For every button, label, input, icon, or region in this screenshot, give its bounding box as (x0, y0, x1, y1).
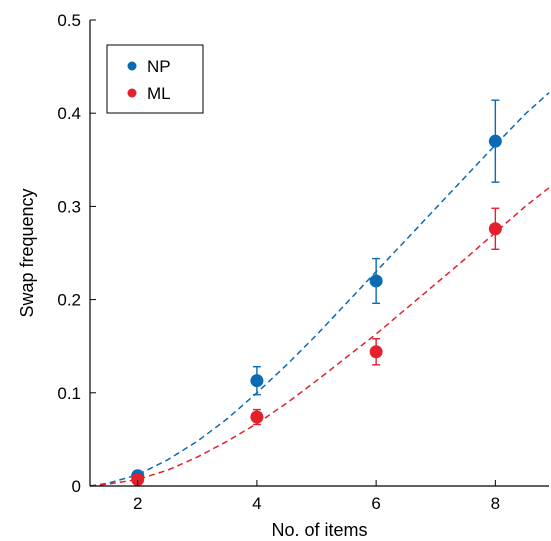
x-tick-label: 8 (491, 494, 500, 513)
legend-marker-np (127, 61, 137, 71)
y-tick-label: 0.5 (57, 11, 81, 30)
y-tick-label: 0.4 (57, 104, 81, 123)
fit-line-np (89, 92, 550, 487)
y-tick-label: 0.2 (57, 291, 81, 310)
legend-label-np: NP (147, 57, 171, 76)
point-ml (250, 410, 264, 424)
legend-label-ml: ML (147, 84, 171, 103)
point-ml (488, 222, 502, 236)
y-tick-label: 0 (72, 477, 81, 496)
fit-line-ml (89, 187, 550, 487)
legend-box (106, 44, 204, 114)
plot-area (89, 92, 550, 487)
point-np (250, 374, 264, 388)
y-tick-label: 0.1 (57, 384, 81, 403)
legend: NP ML (106, 44, 204, 114)
legend-marker-ml (127, 88, 137, 98)
axes: 2 4 6 8 0 0.1 0.2 0.3 0.4 0.5 (57, 11, 549, 513)
series-np (89, 92, 550, 487)
point-ml (369, 345, 383, 359)
series-ml (89, 187, 550, 487)
x-tick-label: 2 (133, 494, 142, 513)
point-ml (131, 472, 145, 486)
x-tick-label: 6 (371, 494, 380, 513)
point-np (488, 134, 502, 148)
y-tick-label: 0.3 (57, 197, 81, 216)
x-tick-label: 4 (252, 494, 261, 513)
y-axis-title: Swap frequency (17, 188, 37, 317)
point-np (369, 274, 383, 288)
x-axis-title: No. of items (271, 520, 367, 540)
